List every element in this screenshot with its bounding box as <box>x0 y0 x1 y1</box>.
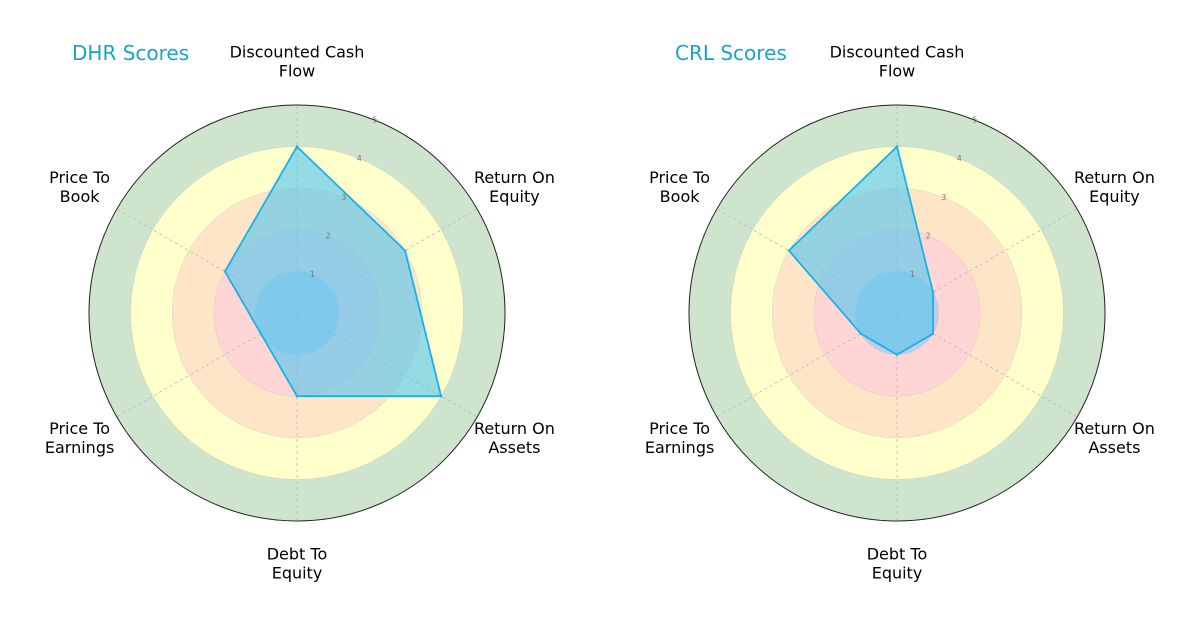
r-tick-label: 3 <box>341 193 346 202</box>
r-tick-label: 2 <box>926 231 931 240</box>
r-tick-label: 2 <box>326 231 331 240</box>
r-tick-label: 1 <box>910 270 915 279</box>
data-point-price-to-earnings <box>260 333 262 335</box>
axis-label-return-on-assets: Return On Assets <box>1074 419 1155 457</box>
axis-label-discounted-cash-flow: Discounted Cash Flow <box>230 43 365 81</box>
data-point-price-to-earnings <box>860 333 862 335</box>
r-tick-label: 4 <box>957 154 962 163</box>
data-point-discounted-cash-flow <box>896 145 898 147</box>
data-point-price-to-book <box>788 249 790 251</box>
axis-label-price-to-book: Price To Book <box>49 168 110 206</box>
axis-label-price-to-book: Price To Book <box>649 168 710 206</box>
dhr-radar-chart: 1 2 3 4 5 Discounted Cash Flow Return On Equity R… <box>45 41 555 583</box>
axis-label-price-to-earnings: Price To Earnings <box>645 419 714 457</box>
data-point-price-to-book <box>224 270 226 272</box>
axis-label-return-on-assets: Return On Assets <box>474 419 555 457</box>
axis-label-return-on-equity: Return On Equity <box>1074 168 1155 206</box>
r-tick-label: 5 <box>972 116 977 125</box>
data-point-return-on-equity <box>404 249 406 251</box>
data-point-debt-to-equity <box>296 395 298 397</box>
r-tick-label: 4 <box>357 154 362 163</box>
data-point-debt-to-equity <box>896 353 898 355</box>
axis-label-debt-to-equity: Debt To Equity <box>867 545 928 583</box>
r-tick-label: 5 <box>372 116 377 125</box>
chart-title: DHR Scores <box>72 41 189 65</box>
axis-label-return-on-equity: Return On Equity <box>474 168 555 206</box>
axis-label-discounted-cash-flow: Discounted Cash Flow <box>830 43 965 81</box>
data-point-return-on-equity <box>932 291 934 293</box>
axis-label-debt-to-equity: Debt To Equity <box>267 545 328 583</box>
r-tick-label: 3 <box>941 193 946 202</box>
r-tick-label: 1 <box>310 270 315 279</box>
data-point-return-on-assets <box>932 333 934 335</box>
data-point-return-on-assets <box>440 395 442 397</box>
chart-title: CRL Scores <box>675 41 787 65</box>
crl-radar-chart: 1 2 3 4 5 Discounted Cash Flow Return On Equity R… <box>645 41 1155 583</box>
axis-label-price-to-earnings: Price To Earnings <box>45 419 114 457</box>
data-point-discounted-cash-flow <box>296 145 298 147</box>
